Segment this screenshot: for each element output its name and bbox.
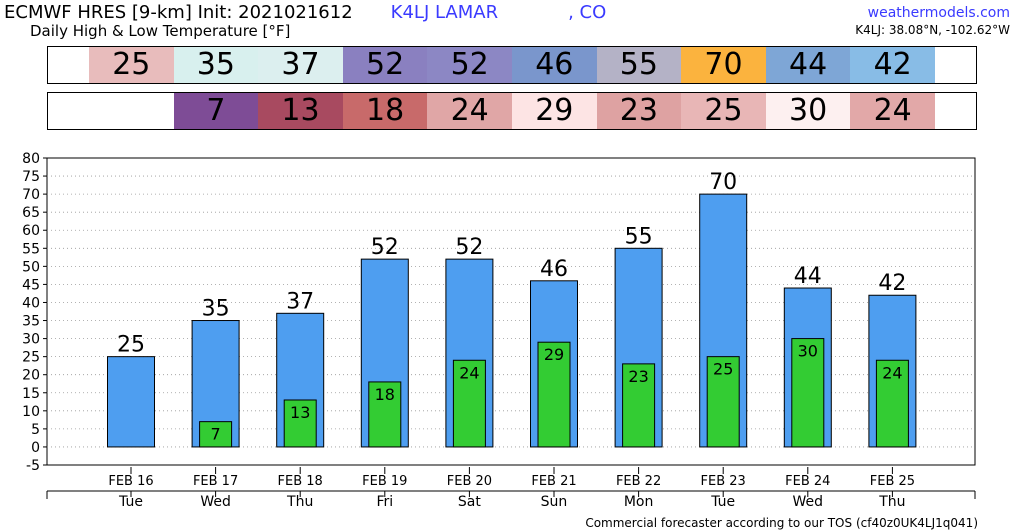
x-date-label: FEB 21: [531, 474, 576, 489]
low-bar-label: 24: [882, 363, 902, 382]
low-bar: [706, 356, 740, 448]
low-temp-cell: [89, 93, 174, 129]
x-date-label: FEB 25: [870, 474, 915, 489]
y-tick-label: 70: [22, 187, 40, 203]
low-temp-cell: 24: [850, 93, 935, 129]
x-date-label: FEB 20: [447, 474, 492, 489]
low-bar: [368, 381, 402, 448]
high-bar: [107, 356, 155, 448]
high-temp-cell: 52: [427, 47, 512, 83]
high-bar-label: 42: [878, 271, 906, 296]
x-day-label: Wed: [793, 494, 824, 510]
high-temp-cell: 37: [258, 47, 343, 83]
low-bar: [537, 341, 571, 448]
y-tick-label: 75: [22, 169, 40, 185]
low-temp-strip: 7 13 18 24 29 23 25 30 24: [47, 92, 977, 130]
site-link[interactable]: weathermodels.com: [867, 5, 1010, 21]
x-date-label: FEB 22: [616, 474, 661, 489]
high-bar-label: 52: [455, 235, 483, 260]
high-temp-cell: 42: [850, 47, 935, 83]
high-temp-strip: 25 35 37 52 52 46 55 70 44 42: [47, 46, 977, 84]
low-temp-cell: 29: [512, 93, 597, 129]
y-tick-label: 55: [22, 241, 40, 257]
high-bar-label: 70: [709, 170, 737, 195]
low-bar: [875, 359, 909, 448]
model-init-text: ECMWF HRES [9-km] Init: 2021021612: [4, 2, 353, 23]
high-bar-label: 25: [117, 333, 145, 358]
x-day-label: Wed: [200, 494, 231, 510]
high-temp-cell: 35: [173, 47, 259, 83]
y-tick-label: 80: [22, 151, 40, 167]
station-state: , CO: [568, 2, 607, 23]
low-bar-label: 18: [375, 385, 395, 404]
low-bar: [791, 338, 825, 448]
low-bar: [199, 421, 233, 448]
chart-title: ECMWF HRES [9-km] Init: 2021021612 K4LJ L…: [4, 2, 606, 23]
low-bar-label: 25: [713, 360, 733, 379]
low-temp-cell: 7: [173, 93, 259, 129]
low-bar-label: 23: [628, 367, 648, 386]
low-bar-label: 30: [798, 342, 818, 361]
low-bar: [283, 399, 317, 448]
high-bar-label: 55: [625, 224, 653, 249]
y-tick-label: 40: [22, 295, 40, 311]
y-tick-label: 25: [22, 350, 40, 366]
x-date-label: FEB 19: [362, 474, 407, 489]
chart-subtitle: Daily High & Low Temperature [°F]: [30, 22, 291, 40]
x-day-label: Sun: [541, 494, 568, 510]
plot-area: [46, 157, 976, 466]
low-temp-cell: 13: [258, 93, 343, 129]
low-bar-label: 24: [459, 363, 479, 382]
low-temp-cell: 30: [765, 93, 851, 129]
x-day-label: Mon: [624, 494, 654, 510]
y-tick-label: 35: [22, 314, 40, 330]
x-day-label: Sat: [458, 494, 481, 510]
y-tick-label: 65: [22, 205, 40, 221]
x-day-label: Fri: [376, 494, 393, 510]
x-date-label: FEB 23: [701, 474, 746, 489]
y-tick-label: 20: [22, 368, 40, 384]
y-tick-label: 0: [31, 440, 40, 456]
x-day-label: Thu: [878, 494, 905, 510]
x-day-label: Tue: [710, 494, 735, 510]
low-bar: [622, 363, 656, 448]
high-bar-label: 37: [286, 289, 314, 314]
low-temp-cell: 23: [596, 93, 682, 129]
high-temp-cell: 46: [512, 47, 597, 83]
y-tick-label: 60: [22, 223, 40, 239]
high-bar-label: 52: [371, 235, 399, 260]
low-temp-cell: 24: [427, 93, 512, 129]
low-temp-cell: 25: [681, 93, 766, 129]
y-tick-label: 50: [22, 259, 40, 275]
high-temp-cell: 52: [342, 47, 428, 83]
station-name: K4LJ LAMAR: [390, 2, 499, 23]
low-temp-cell: 18: [342, 93, 428, 129]
high-temp-cell: 55: [596, 47, 682, 83]
x-date-label: FEB 24: [785, 474, 830, 489]
y-tick-label: 5: [31, 422, 40, 438]
station-coords: K4LJ: 38.08°N, -102.62°W: [855, 23, 1010, 37]
temperature-bar-chart: -5 0 5 10 15 20 25 30 35 40 45 50 55 60 65 70 75 80 25 35 7 3…: [22, 151, 976, 510]
y-tick-label: -5: [26, 458, 40, 474]
high-bar-label: 44: [794, 264, 822, 289]
low-bar: [452, 359, 486, 448]
y-tick-label: 30: [22, 332, 40, 348]
y-tick-label: 10: [22, 404, 40, 420]
y-tick-label: 15: [22, 386, 40, 402]
high-bar-label: 46: [540, 257, 568, 282]
high-temp-cell: 44: [765, 47, 851, 83]
high-temp-cell: 25: [89, 47, 174, 83]
footer-tos: Commercial forecaster according to our T…: [585, 516, 978, 530]
x-date-label: FEB 17: [193, 474, 238, 489]
high-bar-label: 35: [202, 297, 230, 322]
x-date-label: FEB 18: [278, 474, 323, 489]
low-bar-label: 7: [211, 425, 221, 444]
low-bar-label: 13: [290, 403, 310, 422]
y-tick-label: 45: [22, 277, 40, 293]
x-day-label: Tue: [118, 494, 143, 510]
x-date-label: FEB 16: [108, 474, 153, 489]
high-temp-cell: 70: [681, 47, 766, 83]
low-bar-label: 29: [544, 345, 564, 364]
x-day-label: Thu: [286, 494, 313, 510]
